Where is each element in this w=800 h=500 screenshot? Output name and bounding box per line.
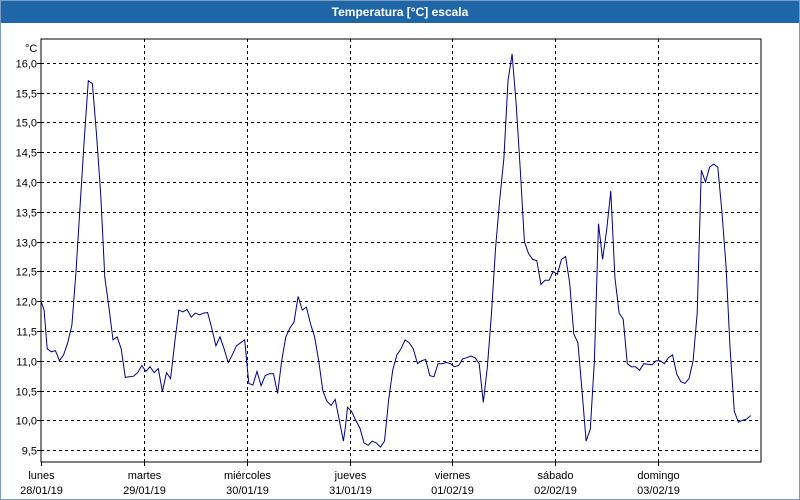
x-tick-label-day: jueves	[334, 470, 367, 482]
x-tick-label-date: 02/02/19	[534, 485, 577, 497]
x-tick-label-day: miércoles	[224, 470, 272, 482]
y-tick-label: 15,5	[16, 89, 37, 101]
x-tick-label-date: 01/02/19	[431, 485, 474, 497]
y-tick-label: 11,5	[16, 327, 37, 339]
x-tick-label-date: 31/01/19	[329, 485, 372, 497]
x-tick-label-date: 03/02/19	[637, 485, 680, 497]
y-tick-label: 14,5	[16, 148, 37, 160]
temperature-line	[40, 53, 752, 448]
y-unit-label: °C	[25, 43, 37, 55]
y-tick-label: 12,0	[16, 297, 37, 309]
y-tick-label: 12,5	[16, 267, 37, 279]
x-tick-label-date: 29/01/19	[123, 485, 166, 497]
x-tick-label-day: martes	[128, 470, 162, 482]
x-tick-label-day: viernes	[435, 470, 471, 482]
x-tick-label-date: 30/01/19	[226, 485, 269, 497]
y-tick-label: 13,5	[16, 208, 37, 220]
y-tick-label: 11,0	[16, 357, 37, 369]
plot-area	[40, 38, 762, 463]
x-tick-label-day: lunes	[28, 470, 55, 482]
window-title: Temperatura [°C] escala	[1, 1, 799, 23]
y-tick-label: 14,0	[16, 178, 37, 190]
y-tick-label: 10,5	[16, 387, 37, 399]
y-tick-label: 13,0	[16, 238, 37, 250]
y-tick-label: 10,0	[16, 416, 37, 428]
y-tick-label: 16,0	[16, 59, 37, 71]
x-tick-label-day: domingo	[637, 470, 679, 482]
x-tick-label-day: sábado	[537, 470, 573, 482]
x-tick-label-date: 28/01/19	[20, 485, 63, 497]
y-tick-label: 15,0	[16, 118, 37, 130]
temperature-chart: 9,5 10,0 10,5 11,0 11,5 12,0 12,5 13,0 13,5 14,0 1…	[16, 38, 762, 497]
y-tick-label: 9,5	[22, 446, 37, 458]
